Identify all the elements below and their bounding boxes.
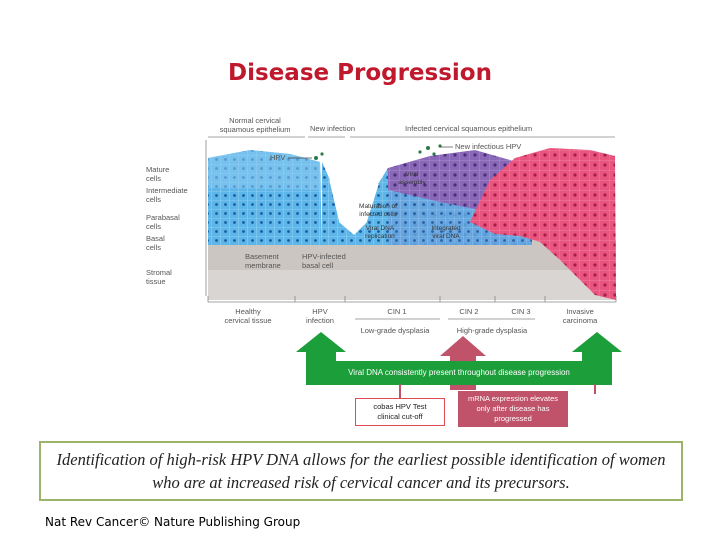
page-title: Disease Progression — [228, 60, 492, 86]
stage-healthy-label: Healthy — [235, 307, 261, 316]
integrated-viral-dna-label-2: viral DNA — [432, 233, 460, 240]
carcinoma-tissue — [470, 148, 616, 300]
maturation-label-2: infected cells — [359, 211, 397, 218]
stage-cin2-label: CIN 2 — [459, 307, 478, 316]
stage-hpv-infection-label: HPV — [312, 307, 327, 316]
viral-assembly-label: Viral — [406, 171, 419, 178]
stromal-tissue-label: Stromal — [146, 268, 172, 277]
stage-healthy-label-2: cervical tissue — [224, 316, 271, 325]
high-grade-label: High-grade dysplasia — [457, 326, 528, 335]
mrna-line-2: only after disease has — [476, 404, 550, 413]
basement-membrane-label: Basement — [245, 252, 280, 261]
infected-epithelium-label: Infected cervical squamous epithelium — [405, 124, 532, 133]
maturation-label: Maturation of — [359, 203, 397, 210]
caption-box — [39, 441, 683, 501]
normal-epithelium-label-2: squamous epithelium — [220, 125, 291, 134]
basement-membrane-label-2: membrane — [245, 261, 281, 270]
hpv-basal-cell-label: HPV-infected — [302, 252, 346, 261]
source-credit: Nat Rev Cancer© Nature Publishing Group — [45, 515, 301, 529]
cobas-line-1: cobas HPV Test — [373, 402, 427, 411]
caption-text: Identification of high-risk HPV DNA allo… — [56, 450, 666, 492]
stage-hpv-infection-label-2: infection — [306, 316, 334, 325]
cobas-cutoff-box: cobas HPV Test clinical cut-off — [355, 398, 445, 426]
hpv-label: HPV — [270, 153, 285, 162]
parabasal-cells-label-2: cells — [146, 222, 161, 231]
basal-cells-label-2: cells — [146, 243, 161, 252]
cobas-line-2: clinical cut-off — [377, 412, 423, 421]
viral-assembly-label-2: assembly — [398, 179, 426, 186]
stromal-tissue-label-2: tissue — [146, 277, 166, 286]
stage-invasive-label: Invasive — [566, 307, 594, 316]
intermediate-cells-label-2: cells — [146, 195, 161, 204]
new-infection-label: New infection — [310, 124, 355, 133]
disease-progression-figure: Normal cervical squamous epithelium New … — [146, 116, 617, 335]
stage-cin3-label: CIN 3 — [511, 307, 530, 316]
normal-epithelium-label: Normal cervical — [229, 116, 281, 125]
viral-dna-replication-label: Viral DNA — [366, 225, 395, 232]
new-infectious-hpv-label: New infectious HPV — [455, 142, 521, 151]
parabasal-cells-label: Parabasal — [146, 213, 180, 222]
mrna-expression-box: mRNA expression elevates only after dise… — [458, 391, 568, 427]
mature-cells-label-2: cells — [146, 174, 161, 183]
mrna-line-3: progressed — [494, 414, 532, 423]
low-grade-label: Low-grade dysplasia — [361, 326, 431, 335]
basal-cells-label: Basal — [146, 234, 165, 243]
bottom-bracket — [207, 296, 617, 303]
stage-cin1-label: CIN 1 — [387, 307, 406, 316]
viral-dna-banner: Viral DNA consistently present throughou… — [306, 361, 612, 385]
mature-cells-label: Mature — [146, 165, 169, 174]
stage-invasive-label-2: carcinoma — [563, 316, 598, 325]
mrna-line-1: mRNA expression elevates — [467, 394, 559, 403]
hpv-particles — [314, 144, 442, 160]
viral-dna-replication-label-2: replication — [365, 233, 395, 240]
hpv-basal-cell-label-2: basal cell — [302, 261, 334, 270]
intermediate-cells-label: Intermediate — [146, 186, 188, 195]
integrated-viral-dna-label: Integrated — [431, 225, 461, 232]
